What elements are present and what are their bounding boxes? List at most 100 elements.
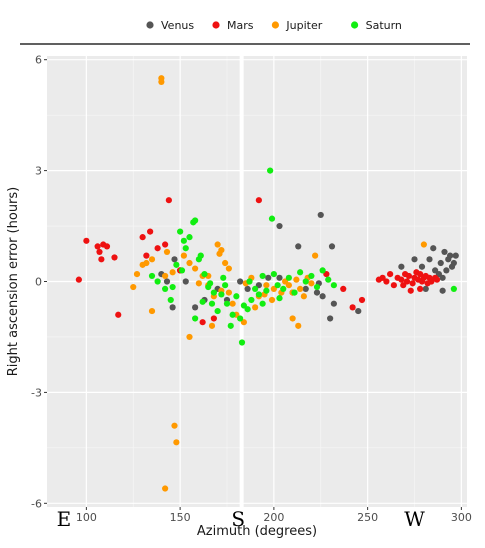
compass-label-s: S (231, 507, 245, 531)
data-point (147, 228, 154, 235)
legend-item-venus: Venus (146, 19, 194, 32)
data-point (295, 322, 302, 329)
data-point (208, 300, 216, 307)
data-point (387, 271, 394, 278)
data-point (171, 256, 178, 263)
data-point (319, 267, 326, 274)
data-point (450, 285, 457, 292)
x-tick-label: 300 (451, 511, 472, 524)
legend-label: Saturn (366, 19, 402, 32)
y-tick-label: -6 (31, 497, 42, 510)
data-point (313, 289, 321, 296)
data-point (355, 307, 362, 315)
data-point (139, 234, 146, 241)
data-point (409, 280, 416, 287)
data-point (148, 272, 156, 280)
data-point (178, 267, 186, 274)
data-point (302, 278, 309, 285)
data-point (237, 315, 244, 322)
data-point (276, 222, 283, 230)
data-point (340, 285, 347, 292)
data-point (163, 278, 171, 285)
data-point (192, 315, 199, 322)
data-point (154, 278, 161, 285)
data-point (267, 167, 274, 174)
data-points (75, 75, 459, 492)
data-point (274, 282, 281, 289)
legend-item-saturn: Saturn (351, 19, 402, 32)
data-point (293, 276, 300, 283)
data-point (169, 304, 176, 311)
legend-item-mars: Mars (212, 19, 254, 32)
data-point (222, 282, 229, 289)
data-point (308, 280, 315, 287)
data-point (171, 422, 178, 429)
data-point (328, 243, 336, 250)
series-jupiter (130, 75, 427, 492)
data-point (405, 272, 412, 280)
data-point (255, 291, 262, 298)
data-point (165, 197, 172, 204)
data-point (398, 263, 405, 270)
data-point (308, 272, 315, 280)
data-point (244, 285, 251, 292)
data-point (162, 285, 169, 292)
data-point (383, 278, 390, 285)
data-point (238, 339, 246, 346)
data-point (268, 296, 276, 304)
data-point (319, 293, 326, 300)
grid-lines (47, 56, 467, 507)
y-tick-label: 6 (35, 54, 42, 67)
data-point (220, 274, 227, 281)
data-point (199, 319, 206, 326)
data-point (229, 300, 236, 307)
data-point (358, 296, 366, 304)
x-tick-label: 150 (170, 511, 191, 524)
data-point (317, 211, 324, 219)
x-axis-title: Azimuth (degrees) (197, 524, 317, 539)
data-point (233, 293, 240, 300)
legend-label: Jupiter (285, 19, 322, 32)
data-point (229, 311, 236, 318)
data-point (252, 304, 259, 311)
data-point (207, 280, 214, 287)
data-point (182, 278, 189, 285)
legend-label: Mars (227, 19, 254, 32)
legend-key (212, 21, 220, 29)
data-point (302, 285, 309, 292)
data-point (276, 295, 283, 302)
data-point (227, 322, 234, 329)
data-point (158, 78, 165, 85)
data-point (167, 296, 174, 304)
data-point (291, 289, 298, 296)
data-point (437, 259, 444, 267)
data-point (289, 315, 296, 322)
data-point (139, 261, 146, 268)
data-point (173, 439, 180, 446)
data-point (103, 243, 111, 250)
x-tick-label: 200 (263, 511, 284, 524)
data-point (263, 287, 270, 294)
y-axis-ticks: -6 -3 0 3 6 (31, 54, 47, 510)
data-point (349, 304, 356, 311)
data-point (450, 259, 457, 267)
legend-key (146, 21, 154, 29)
data-point (280, 285, 287, 292)
data-point (285, 274, 292, 281)
data-point (210, 289, 217, 296)
data-point (208, 322, 216, 329)
data-point (255, 197, 262, 204)
data-point (426, 256, 433, 263)
data-point (441, 248, 448, 256)
data-point (268, 215, 276, 222)
x-tick-label: 100 (76, 511, 97, 524)
y-tick-label: 0 (35, 276, 42, 289)
data-point (313, 283, 321, 291)
data-point (411, 256, 418, 263)
data-point (180, 252, 187, 259)
data-point (330, 282, 337, 289)
data-point (297, 269, 304, 276)
y-tick-label: -3 (31, 386, 42, 399)
